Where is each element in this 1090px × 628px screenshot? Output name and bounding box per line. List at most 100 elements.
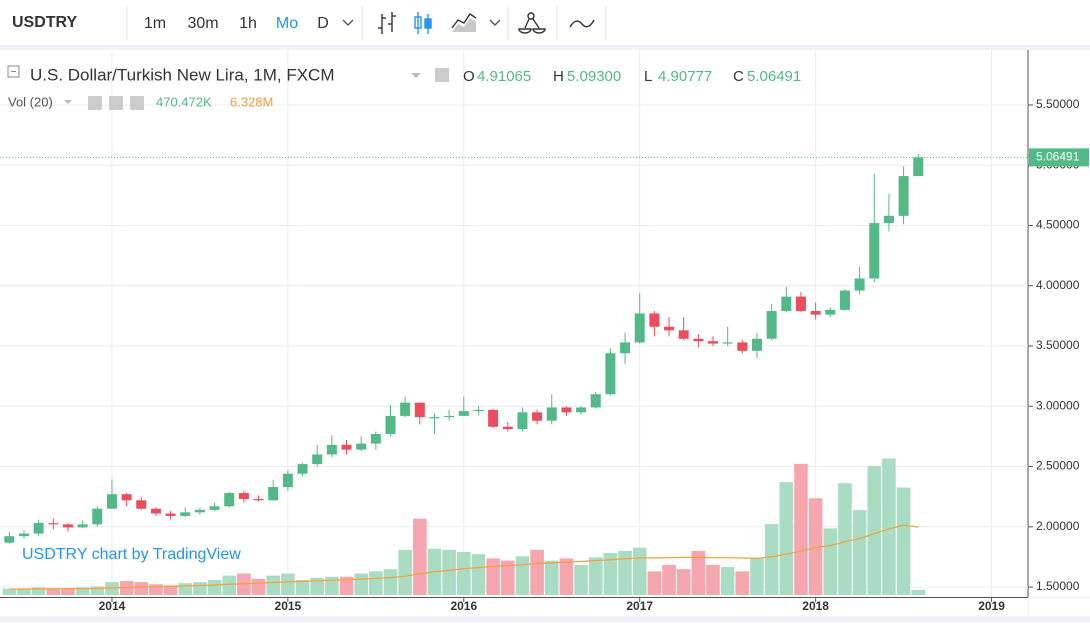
candle-body [810, 311, 821, 315]
volume-bar [750, 558, 764, 595]
volume-bar [207, 579, 222, 595]
candle-body [634, 313, 645, 343]
y-tick-label: 4.50000 [1036, 218, 1080, 232]
candle-body [414, 402, 425, 418]
y-tick-label: 3.00000 [1036, 398, 1080, 412]
candle-body [4, 536, 15, 543]
toolbar [0, 0, 1090, 46]
x-tick-label: 2015 [275, 599, 302, 613]
candle-body [282, 473, 293, 488]
volume-ma-value: 6.328M [230, 94, 273, 109]
volume-bar [706, 564, 720, 595]
interval[interactable]: 30m [187, 15, 218, 32]
candle-body [664, 326, 675, 331]
close-icon[interactable] [130, 96, 144, 110]
dropdown-arrow[interactable] [411, 73, 421, 78]
volume-bar [823, 528, 838, 595]
chart-pane [0, 50, 1028, 597]
volume-bar [339, 576, 354, 595]
volume-bar [369, 571, 383, 595]
volume-bar [75, 587, 90, 595]
volume-bar [2, 588, 17, 595]
interval[interactable]: Mo [276, 15, 298, 32]
volume-bar [325, 576, 339, 595]
volume-bar [662, 564, 676, 595]
dropdown-arrow[interactable] [64, 100, 72, 104]
candle-body [385, 415, 396, 434]
time-axis [0, 598, 1028, 616]
volume-bar [281, 573, 295, 595]
candle-body [429, 417, 440, 419]
volume-bar [178, 583, 193, 595]
volume-bar [31, 587, 46, 595]
volume-bar [456, 552, 471, 595]
ohlc-letter: L [644, 68, 652, 85]
volume-bar [779, 482, 794, 595]
candle-body [751, 338, 762, 351]
volume-bar [603, 553, 618, 595]
axis-corner [1029, 598, 1090, 616]
candle-body [795, 296, 806, 312]
volume-bar [896, 487, 911, 595]
candle-body [883, 215, 894, 224]
volume-bar [764, 524, 779, 595]
interval[interactable]: D [317, 15, 329, 32]
ohlc-value: 4.91065 [477, 68, 531, 85]
volume-bar [647, 571, 662, 595]
last-price-box [1029, 148, 1089, 167]
candle-body [77, 524, 88, 528]
candle-body [444, 415, 455, 418]
candle-body [649, 313, 660, 327]
volume-bar [354, 573, 368, 595]
candle-body [913, 157, 924, 176]
watermark[interactable]: USDTRY chart by TradingView [22, 546, 241, 563]
ohlc-letter: H [553, 68, 564, 85]
settings-icon[interactable] [109, 96, 123, 110]
volume-bar [251, 578, 266, 595]
candle-body [576, 407, 587, 413]
interval[interactable]: 1m [144, 15, 166, 32]
symbol[interactable]: USDTRY [12, 14, 78, 31]
eye-icon[interactable] [435, 68, 449, 82]
candle-body [532, 412, 543, 421]
candle-body [590, 394, 601, 408]
volume-bar [867, 466, 882, 595]
volume-bar [500, 560, 515, 595]
candle-body [546, 407, 557, 421]
volume-bar [471, 554, 486, 595]
volume-bar [588, 557, 603, 595]
candle-body [341, 444, 352, 450]
candle-body [253, 499, 264, 501]
eye-icon[interactable] [88, 96, 102, 110]
y-tick-label: 5.50000 [1036, 97, 1080, 111]
candle-body [370, 433, 381, 444]
indicators-icon[interactable] [569, 19, 595, 28]
label-layer: 1.50000 2.00000 2.50000 3.00000 3.50000 4.000… [0, 97, 1089, 613]
interval[interactable]: 1h [239, 15, 257, 32]
candle-body [238, 493, 249, 500]
volume-bar [222, 575, 237, 595]
compare-icon[interactable] [518, 12, 546, 34]
bars-icon[interactable] [378, 12, 396, 34]
volume-bar [691, 550, 706, 595]
chart-title: U.S. Dollar/Turkish New Lira, 1M, FXCM [30, 65, 334, 84]
y-tick-label: 2.50000 [1036, 459, 1080, 473]
volume-bar [882, 458, 896, 595]
volume-bar [515, 556, 530, 595]
candle-layer [4, 154, 924, 544]
candles-icon[interactable] [414, 12, 432, 34]
volume-bar [530, 549, 544, 595]
candle-body [312, 454, 323, 465]
collapse-icon[interactable] [7, 65, 20, 78]
dropdown-arrow[interactable] [489, 19, 501, 26]
dropdown-arrow[interactable] [342, 19, 354, 26]
candle-body [136, 500, 147, 509]
candle-body [869, 223, 880, 279]
area-icon[interactable] [451, 13, 477, 32]
volume-bar [735, 571, 750, 595]
price-axis [1029, 50, 1090, 597]
volume-bar [442, 549, 456, 595]
candle-body [502, 426, 513, 430]
candle-body [517, 412, 528, 430]
volume-bar [61, 588, 75, 595]
